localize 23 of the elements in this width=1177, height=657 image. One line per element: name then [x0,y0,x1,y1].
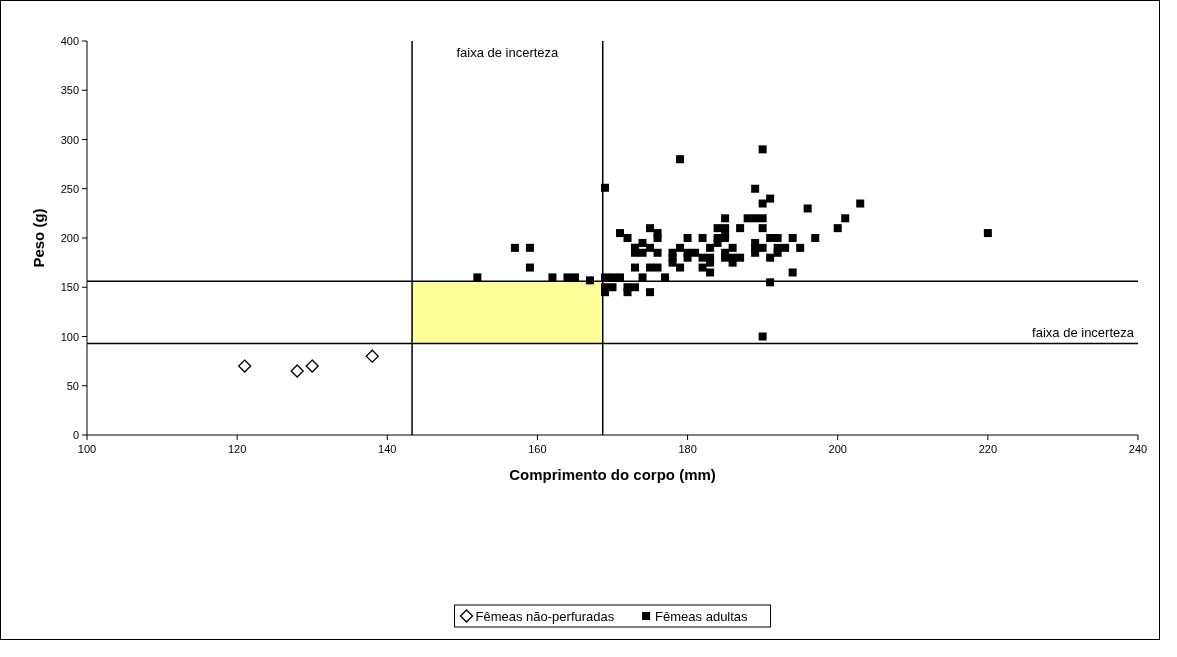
y-tick-label: 200 [60,232,79,244]
x-tick-label: 120 [227,443,247,455]
y-tick-label: 400 [60,35,79,47]
x-axis-title: Comprimento do corpo (mm) [509,466,716,483]
y-tick-label: 0 [72,429,79,441]
y-tick-label: 150 [60,281,79,294]
y-tick-label: 350 [60,84,79,97]
y-tick-label: 100 [60,330,79,343]
x-tick-label: 100 [77,443,97,455]
legend-label: Fêmeas adultas [655,609,749,624]
x-tick-label: 200 [828,443,847,455]
annotation: faixa de incerteza [456,45,560,60]
x-tick-label: 240 [1128,443,1148,455]
x-tick-label: 180 [678,443,697,455]
y-tick-label: 50 [66,379,79,392]
y-tick-label: 250 [60,182,79,195]
x-tick-label: 140 [378,443,397,455]
x-tick-label: 160 [528,443,547,455]
y-tick-label: 300 [60,133,79,146]
x-tick-label: 220 [978,443,998,455]
y-axis-title: Peso (g) [30,208,47,268]
legend-label: Fêmeas não-perfuradas [475,609,615,624]
annotation: faixa de incerteza [1032,325,1135,341]
